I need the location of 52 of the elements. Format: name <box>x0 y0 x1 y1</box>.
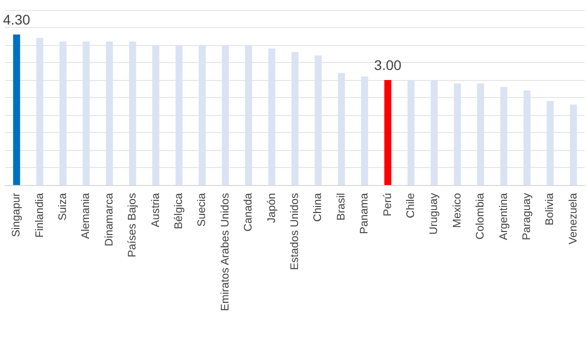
bar <box>408 80 414 185</box>
x-tick-label: Emiratos Arabes Unidos <box>219 192 232 311</box>
bar <box>60 42 66 185</box>
bar <box>292 52 298 185</box>
bar <box>314 56 322 185</box>
bar <box>13 34 20 185</box>
data-label: 3.00 <box>374 57 402 73</box>
bar <box>570 104 577 185</box>
x-tick-label: Venezuela <box>567 192 580 244</box>
bar <box>524 90 530 185</box>
bar <box>245 45 252 185</box>
bar <box>268 48 276 185</box>
x-tick-label: Chile <box>405 193 417 218</box>
bar <box>222 45 229 185</box>
bar <box>198 45 206 185</box>
x-tick-label: Dinamarca <box>103 192 116 246</box>
x-tick-label: Países Bajos <box>126 192 139 258</box>
x-tick-label: Suiza <box>57 192 69 221</box>
x-tick-label: Perú <box>382 193 394 216</box>
bar <box>361 76 368 185</box>
bar <box>546 101 554 185</box>
x-tick-label: Mexico <box>451 193 464 228</box>
data-label: 4.30 <box>2 12 30 28</box>
x-tick-label: Estados Unidos <box>289 192 301 270</box>
x-tick-label: Argentina <box>498 192 510 240</box>
x-tick-label: Paraguay <box>521 192 533 240</box>
bar <box>430 80 438 185</box>
bar <box>36 38 44 185</box>
x-tick-label: Bélgica <box>173 192 185 230</box>
bar <box>500 87 508 185</box>
x-tick-label: Singapur <box>10 192 23 238</box>
x-tick-label: Finlandia <box>34 192 46 238</box>
bar <box>384 80 392 185</box>
bar <box>82 42 90 185</box>
x-tick-label: Brasil <box>335 193 348 221</box>
bar <box>106 42 113 185</box>
x-tick-label: Panama <box>358 192 371 234</box>
bar <box>454 84 461 185</box>
bar <box>338 73 345 185</box>
x-tick-label: China <box>312 192 324 222</box>
x-tick-label: Canada <box>242 192 255 232</box>
x-tick-label: Japón <box>266 193 278 223</box>
bar <box>152 45 160 185</box>
x-tick-label: Uruguay <box>428 192 440 235</box>
bar <box>477 84 484 185</box>
x-tick-label: Austria <box>150 192 162 228</box>
bar <box>176 45 182 185</box>
x-tick-label: Bolivia <box>544 192 556 226</box>
x-tick-label: Colombia <box>474 192 487 240</box>
x-tick-label: Suecia <box>196 192 208 227</box>
x-tick-label: Alemania <box>80 192 92 239</box>
bar <box>129 42 136 185</box>
